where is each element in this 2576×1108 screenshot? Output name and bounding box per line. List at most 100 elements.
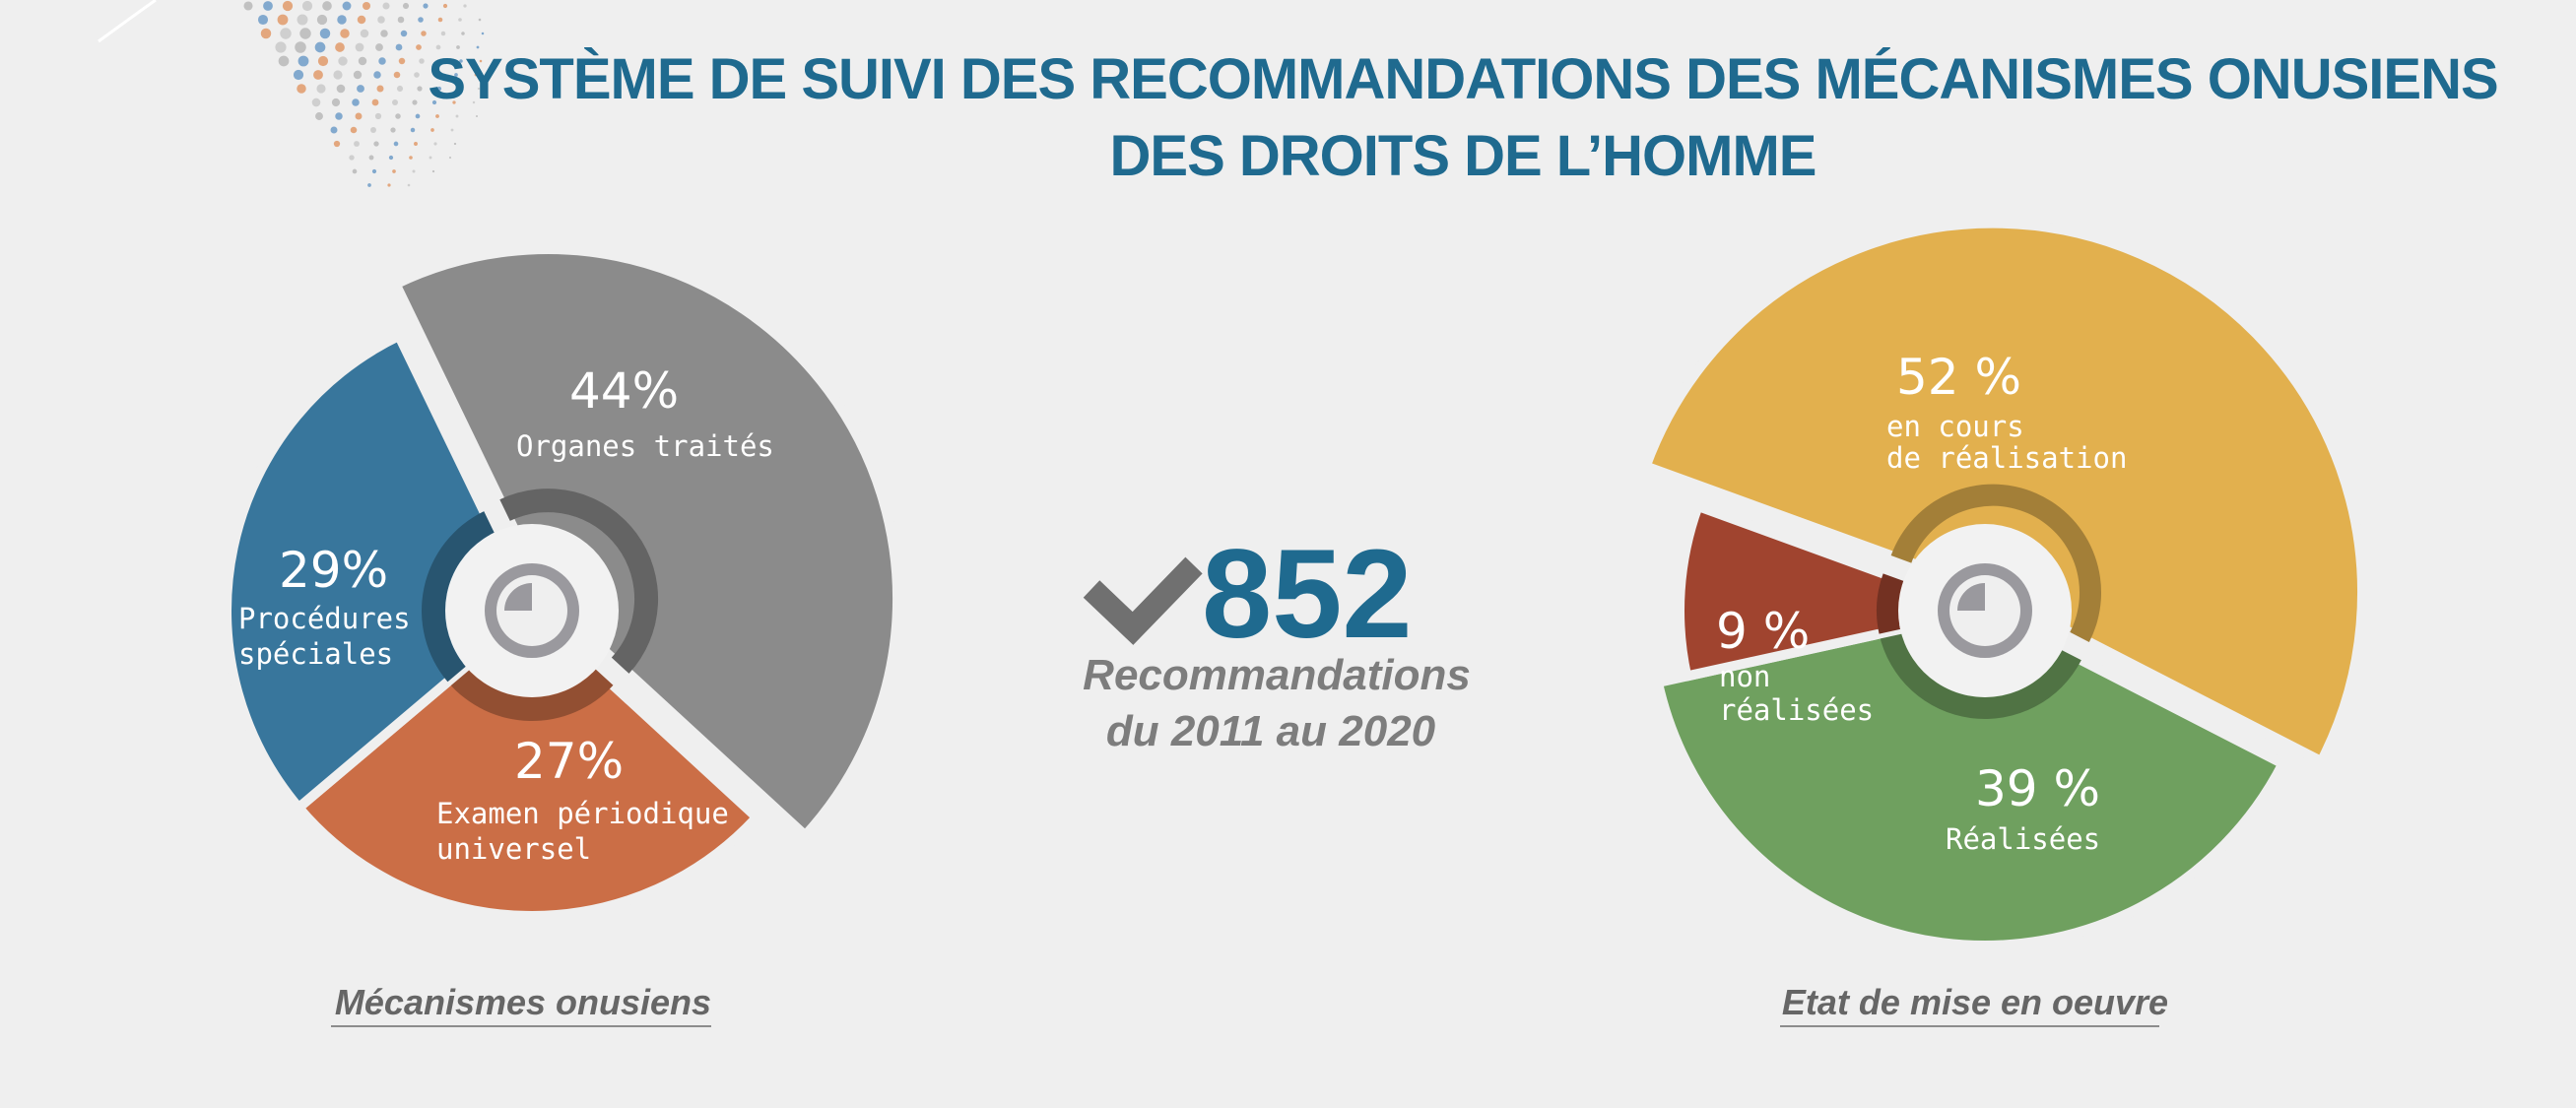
slice-label-non-realisees-1: non bbox=[1719, 660, 1770, 693]
halftone-dot bbox=[293, 69, 304, 81]
halftone-dot bbox=[423, 3, 429, 9]
pie-slice bbox=[1675, 500, 1990, 682]
halftone-dot bbox=[315, 112, 323, 120]
halftone-dot bbox=[438, 58, 444, 64]
halftone-dot bbox=[340, 29, 350, 38]
halftone-dot bbox=[431, 99, 437, 105]
halftone-dot bbox=[376, 85, 384, 93]
clock-quarter bbox=[504, 583, 532, 611]
pie-slice bbox=[390, 244, 903, 841]
halftone-dot bbox=[461, 32, 465, 35]
slice-label-en-cours-2: de réalisation bbox=[1886, 441, 2127, 475]
halftone-dot bbox=[409, 156, 413, 160]
halftone-dot bbox=[454, 73, 458, 77]
halftone-dot bbox=[476, 45, 480, 49]
slice-label-examen-1: Examen périodique bbox=[436, 797, 729, 830]
pie-slice-inner-ring bbox=[422, 511, 495, 683]
halftone-dot bbox=[319, 28, 331, 39]
halftone-dot bbox=[355, 42, 364, 52]
halftone-dot bbox=[472, 100, 476, 104]
check-icon bbox=[1083, 556, 1203, 645]
halftone-dot bbox=[387, 183, 391, 187]
halftone-dot bbox=[463, 4, 467, 8]
halftone-dot bbox=[313, 70, 323, 80]
pie-slice-group-2 bbox=[222, 330, 537, 814]
halftone-dot bbox=[395, 43, 403, 51]
halftone-dot bbox=[440, 31, 446, 36]
halftone-dot bbox=[301, 0, 313, 12]
halftone-dot bbox=[397, 16, 405, 24]
halftone-dot bbox=[479, 59, 483, 63]
pie-slice-inner-ring bbox=[1879, 628, 2081, 719]
clock-quarter bbox=[1957, 583, 1985, 611]
total-caption-line-2: du 2011 au 2020 bbox=[1106, 707, 1436, 755]
pie-slice-group-1 bbox=[294, 606, 762, 921]
halftone-dot bbox=[349, 155, 355, 161]
halftone-dot bbox=[355, 112, 363, 120]
halftone-dot bbox=[373, 71, 381, 79]
halftone-dot bbox=[412, 169, 416, 173]
halftone-dot bbox=[367, 183, 371, 187]
pie-right-labels: 52 % en cours de réalisation 39 % Réalis… bbox=[1716, 349, 2127, 856]
pie-slice bbox=[222, 330, 537, 814]
halftone-dot bbox=[436, 86, 442, 92]
halftone-dot bbox=[331, 98, 341, 107]
slice-label-procedures-1: Procédures bbox=[238, 602, 411, 635]
halftone-dot bbox=[311, 98, 321, 107]
halftone-dot bbox=[459, 59, 463, 63]
halftone-dot bbox=[282, 0, 294, 12]
halftone-dot bbox=[277, 14, 289, 26]
halftone-dot bbox=[442, 3, 448, 9]
slice-pct-organes: 44% bbox=[569, 362, 679, 420]
halftone-dot bbox=[380, 30, 388, 37]
halftone-dot bbox=[377, 16, 385, 24]
halftone-dot bbox=[357, 85, 364, 93]
halftone-dot bbox=[476, 115, 478, 117]
halftone-dot bbox=[430, 128, 434, 132]
halftone-dot bbox=[295, 41, 306, 53]
halftone-dot bbox=[457, 87, 461, 91]
halftone-dot bbox=[418, 17, 424, 23]
halftone-dot bbox=[433, 142, 437, 146]
pie-right-caption: Etat de mise en oeuvre bbox=[1782, 982, 2168, 1022]
halftone-dot bbox=[398, 57, 406, 65]
halftone-dot bbox=[353, 70, 363, 80]
halftone-dot bbox=[368, 155, 374, 161]
halftone-dot bbox=[474, 73, 478, 77]
halftone-dot bbox=[350, 126, 358, 134]
slice-pct-examen: 27% bbox=[514, 733, 624, 790]
halftone-dot bbox=[417, 86, 423, 92]
pie-slice-inner-ring bbox=[499, 489, 659, 674]
halftone-dot bbox=[382, 2, 390, 10]
slice-label-procedures-2: spéciales bbox=[238, 637, 393, 671]
halftone-dot bbox=[407, 183, 411, 187]
pie-chart-mecanismes bbox=[222, 244, 903, 921]
halftone-dot bbox=[280, 28, 292, 39]
halftone-dot bbox=[393, 71, 401, 79]
slice-pct-en-cours: 52 % bbox=[1896, 349, 2021, 406]
slice-label-examen-2: universel bbox=[436, 832, 591, 866]
halftone-dot bbox=[263, 1, 273, 11]
pie-left-labels: 44% Organes traités 27% Examen périodiqu… bbox=[238, 362, 774, 866]
pie-slice bbox=[294, 606, 762, 921]
halftone-dot bbox=[412, 99, 418, 105]
halftone-dot bbox=[371, 98, 379, 106]
pie-left-caption: Mécanismes onusiens bbox=[335, 982, 711, 1022]
halftone-dot bbox=[373, 141, 379, 147]
halftone-dot bbox=[374, 112, 382, 120]
halftone-dot bbox=[396, 85, 404, 93]
halftone-dot bbox=[393, 141, 399, 147]
halftone-dot bbox=[337, 15, 347, 25]
halftone-dot bbox=[416, 44, 422, 50]
halftone-dot bbox=[260, 28, 272, 39]
halftone-dot bbox=[435, 114, 439, 118]
halftone-dot bbox=[352, 168, 358, 174]
total-recommendations-value: 852 bbox=[1202, 524, 1413, 665]
halftone-dot bbox=[431, 169, 435, 173]
halftone-dot bbox=[450, 128, 454, 132]
slice-pct-realisees: 39 % bbox=[1975, 760, 2100, 817]
slice-label-realisees: Réalisées bbox=[1946, 822, 2100, 856]
halftone-dot bbox=[458, 18, 462, 22]
halftone-dot bbox=[243, 1, 253, 11]
halftone-dot bbox=[421, 31, 427, 36]
